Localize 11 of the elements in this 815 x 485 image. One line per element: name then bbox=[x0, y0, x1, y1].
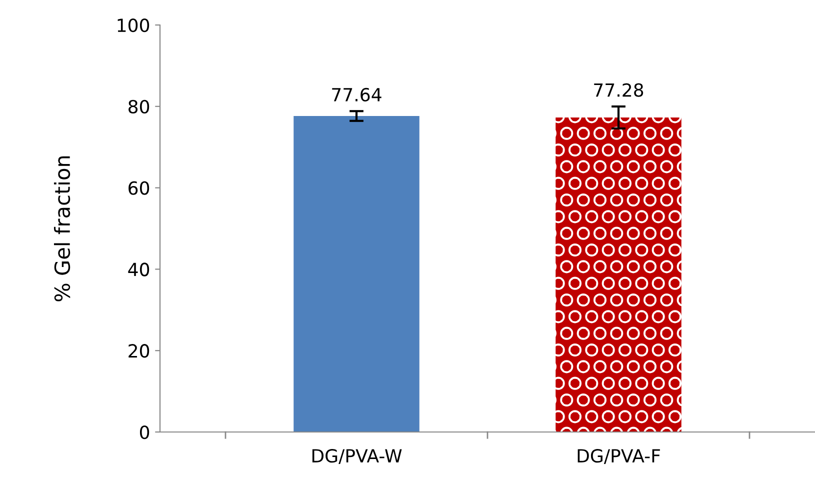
y-tick-label: 20 bbox=[128, 344, 150, 358]
y-tick-label: 100 bbox=[118, 18, 150, 32]
y-tick-label: 80 bbox=[128, 100, 150, 114]
data-label: 77.28 bbox=[594, 83, 644, 97]
x-tick-label: DG/PVA-W bbox=[312, 448, 402, 464]
y-tick-label: 40 bbox=[128, 262, 150, 276]
y-tick-label: 60 bbox=[128, 181, 150, 195]
x-tick-label: DG/PVA-F bbox=[578, 448, 660, 464]
data-label: 77.64 bbox=[332, 88, 382, 102]
y-tick-label: 0 bbox=[140, 425, 150, 440]
y-axis-title: % Gel fraction bbox=[54, 156, 70, 302]
